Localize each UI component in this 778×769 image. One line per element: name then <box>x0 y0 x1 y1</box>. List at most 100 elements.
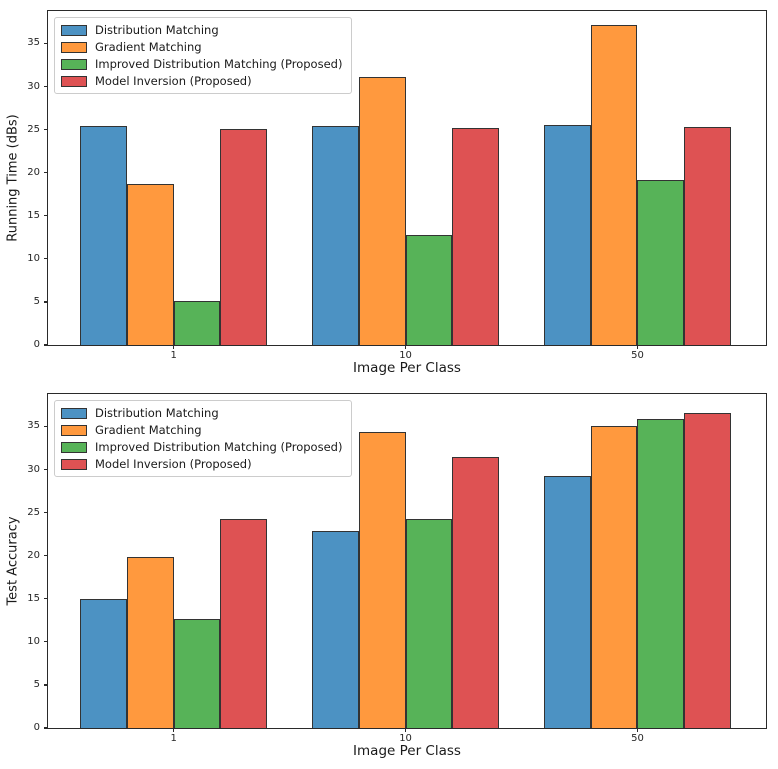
legend-color-swatch <box>61 407 87 419</box>
legend-color-swatch <box>61 58 87 70</box>
x-axis-label: Image Per Class <box>353 360 461 376</box>
bar <box>312 126 359 345</box>
y-tick-label: 30 <box>27 80 40 92</box>
bar <box>80 126 127 345</box>
x-tick-mark <box>173 728 175 732</box>
bar <box>126 183 174 345</box>
bar <box>590 25 638 345</box>
x-tick-mark <box>636 345 639 349</box>
y-tick-mark <box>44 301 48 303</box>
x-tick-label: 1 <box>170 350 177 361</box>
bar <box>405 519 453 728</box>
bar <box>544 125 591 345</box>
y-tick-label: 25 <box>27 506 40 518</box>
legend-label: Gradient Matching <box>95 423 202 437</box>
bar-group-1 <box>80 394 267 728</box>
bar <box>220 128 267 345</box>
legend-color-swatch <box>61 24 87 36</box>
bar <box>684 127 731 345</box>
x-axis-label: Image Per Class <box>353 743 461 759</box>
y-tick-label: 20 <box>27 166 40 178</box>
x-tick-mark <box>404 728 407 732</box>
bar-group-10 <box>312 394 499 728</box>
y-tick-mark <box>44 555 48 557</box>
y-tick-label: 5 <box>33 678 40 690</box>
bar <box>173 619 221 728</box>
x-tick-label: 10 <box>399 733 412 744</box>
bar <box>312 530 359 728</box>
y-tick-label: 10 <box>27 635 40 647</box>
legend-item: Model Inversion (Proposed) <box>61 457 342 471</box>
legend-label: Distribution Matching <box>95 23 219 37</box>
bar <box>173 301 221 345</box>
legend-color-swatch <box>61 424 87 436</box>
legend-item: Distribution Matching <box>61 23 342 37</box>
x-tick-mark <box>636 728 639 732</box>
legend-item: Improved Distribution Matching (Proposed… <box>61 440 342 454</box>
running-time-plot-area: Distribution Matching Gradient Matching Im… <box>27 10 767 361</box>
bar <box>590 425 638 728</box>
legend-item: Model Inversion (Proposed) <box>61 74 342 88</box>
y-tick-label: 0 <box>33 339 40 350</box>
y-tick-mark <box>44 128 48 131</box>
legend-label: Model Inversion (Proposed) <box>95 457 252 471</box>
legend-label: Model Inversion (Proposed) <box>95 74 252 88</box>
y-tick-mark <box>44 344 48 346</box>
legend: Distribution Matching Gradient Matching Im… <box>54 400 353 477</box>
y-tick-mark <box>44 215 48 217</box>
y-tick-mark <box>44 468 48 471</box>
y-tick-mark <box>44 172 48 174</box>
bar <box>452 457 499 728</box>
legend-color-swatch <box>61 75 87 87</box>
bar <box>684 412 731 728</box>
legend-label: Distribution Matching <box>95 406 219 420</box>
y-axis-label: Running Time (dBs) <box>5 114 21 242</box>
x-tick-label: 10 <box>399 350 412 361</box>
x-tick-mark <box>404 345 407 349</box>
bar <box>544 475 591 728</box>
y-tick-label: 15 <box>27 209 40 221</box>
x-tick-label: 50 <box>631 350 644 361</box>
legend-color-swatch <box>61 41 87 53</box>
bar-group-10 <box>312 11 499 345</box>
y-tick-mark <box>44 511 48 514</box>
legend-label: Improved Distribution Matching (Proposed… <box>95 440 343 454</box>
legend-item: Gradient Matching <box>61 423 342 437</box>
legend-color-swatch <box>61 441 87 453</box>
legend-label: Improved Distribution Matching (Proposed… <box>95 57 343 71</box>
legend-label: Gradient Matching <box>95 40 202 54</box>
y-tick-label: 25 <box>27 123 40 135</box>
y-tick-label: 0 <box>33 722 40 733</box>
x-tick-mark <box>173 345 175 349</box>
y-tick-mark <box>44 598 48 600</box>
y-tick-label: 5 <box>33 295 40 307</box>
bar <box>358 432 406 728</box>
legend-item: Improved Distribution Matching (Proposed… <box>61 57 342 71</box>
legend: Distribution Matching Gradient Matching Im… <box>54 17 353 94</box>
y-tick-mark <box>44 641 48 643</box>
y-tick-mark <box>44 727 48 729</box>
x-tick-label: 1 <box>170 733 177 744</box>
bar <box>358 77 406 345</box>
y-tick-label: 20 <box>27 549 40 561</box>
bar <box>80 598 127 728</box>
y-tick-mark <box>44 42 48 45</box>
bar <box>637 418 685 728</box>
bar <box>637 180 685 345</box>
bar <box>452 127 499 345</box>
y-tick-mark <box>44 258 48 260</box>
y-tick-label: 30 <box>27 463 40 475</box>
y-axis-label: Test Accuracy <box>5 516 21 606</box>
y-tick-label: 35 <box>27 37 40 49</box>
y-tick-label: 15 <box>27 592 40 604</box>
bar-group-50 <box>544 394 731 728</box>
y-tick-label: 35 <box>27 420 40 432</box>
bar <box>220 519 267 728</box>
test-accuracy-plot-area: Distribution Matching Gradient Matching Im… <box>27 393 767 744</box>
legend-item: Distribution Matching <box>61 406 342 420</box>
bar <box>126 556 174 728</box>
bar-group-50 <box>544 11 731 345</box>
y-tick-label: 10 <box>27 252 40 264</box>
y-tick-mark <box>44 85 48 88</box>
